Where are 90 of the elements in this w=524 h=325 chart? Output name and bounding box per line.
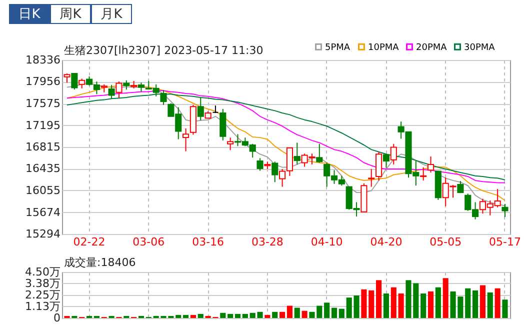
bar [302,310,308,318]
bar [176,314,182,318]
bar [190,314,196,318]
y-tick-label: 16815 [26,140,60,154]
candlestick [420,166,427,181]
bar [383,293,389,318]
bar [494,288,500,318]
y-tick-label: 18336 [26,54,60,66]
y-tick-label: 2.25万 [25,288,60,302]
bar [264,314,270,318]
chart-title: 成交量:18406 [64,256,136,269]
bar [361,289,367,318]
candlestick [256,158,264,172]
y-tick-label: 17195 [26,118,60,132]
candlestick [390,143,397,165]
candlestick [382,153,390,168]
bar [465,288,471,318]
legend-label: 10PMA [368,42,400,53]
x-tick-label: 02-22 [73,236,106,248]
bar [183,314,189,318]
bar [280,312,286,318]
text: 日K [9,4,50,24]
candlestick [108,84,115,100]
bar [294,308,300,318]
text: 周K [50,4,91,24]
y-tick-label: 17956 [26,75,60,88]
candlestick [160,90,167,106]
bar [198,314,204,318]
bar [286,306,292,318]
candlestick [316,143,323,164]
bar [420,293,426,318]
bar [242,314,248,318]
bar [368,290,374,318]
bar [220,312,226,318]
bar [435,287,441,318]
bar [502,300,508,318]
candlestick [294,142,300,165]
bar [487,292,493,318]
candlestick [368,168,375,188]
y-tick-label: 15294 [26,228,60,240]
x-tick-label: 05-17 [489,236,521,248]
candlestick [502,203,508,218]
candlestick [182,128,190,152]
candlestick [116,81,122,99]
bar [398,293,404,318]
legend-label: 20PMA [416,42,448,53]
candlestick [78,78,86,89]
bar [338,308,344,318]
y-tick-label: 3.38万 [25,276,60,290]
candlestick [64,73,70,84]
candlestick [71,73,78,90]
x-tick-label: 03-28 [251,236,284,248]
bar [442,278,448,318]
candlestick [427,156,434,173]
legend-label: 5PMA [325,42,351,53]
candlestick [197,97,204,121]
text: 月K [91,4,132,24]
bar [228,314,234,318]
bar [331,308,338,318]
bar [428,291,434,318]
x-tick-label: 04-20 [370,236,402,248]
bar [472,290,478,318]
y-tick-label: 15674 [26,206,60,219]
bar [390,287,396,318]
candlestick [279,168,286,188]
bar [480,285,486,318]
bar [324,302,330,318]
legend-label: 30PMA [464,42,496,53]
candlestick [457,180,464,194]
candlestick [138,82,145,92]
candlestick [123,80,130,90]
y-tick-label: 4.50万 [25,266,60,278]
candlestick [272,161,278,183]
x-tick-label: 03-16 [192,236,224,248]
y-tick-label: 16435 [26,162,60,176]
bar [234,314,241,318]
chart-title: 生猪2307[lh2307] 2023-05-17 11:30 [64,44,264,57]
x-tick-label: 03-06 [132,236,165,248]
x-tick-label: 05-05 [430,236,462,248]
candlestick [227,137,234,151]
candlestick [376,152,382,181]
x-tick-label: 04-10 [310,236,343,248]
bar [272,312,278,318]
y-tick-label: 16055 [26,184,60,197]
candlestick [220,108,226,141]
y-tick-label: 0 [54,312,60,324]
candlestick [286,147,293,176]
bar [376,280,382,318]
y-tick-label: 17575 [26,97,60,110]
y-tick-label: 1.13万 [25,300,60,313]
